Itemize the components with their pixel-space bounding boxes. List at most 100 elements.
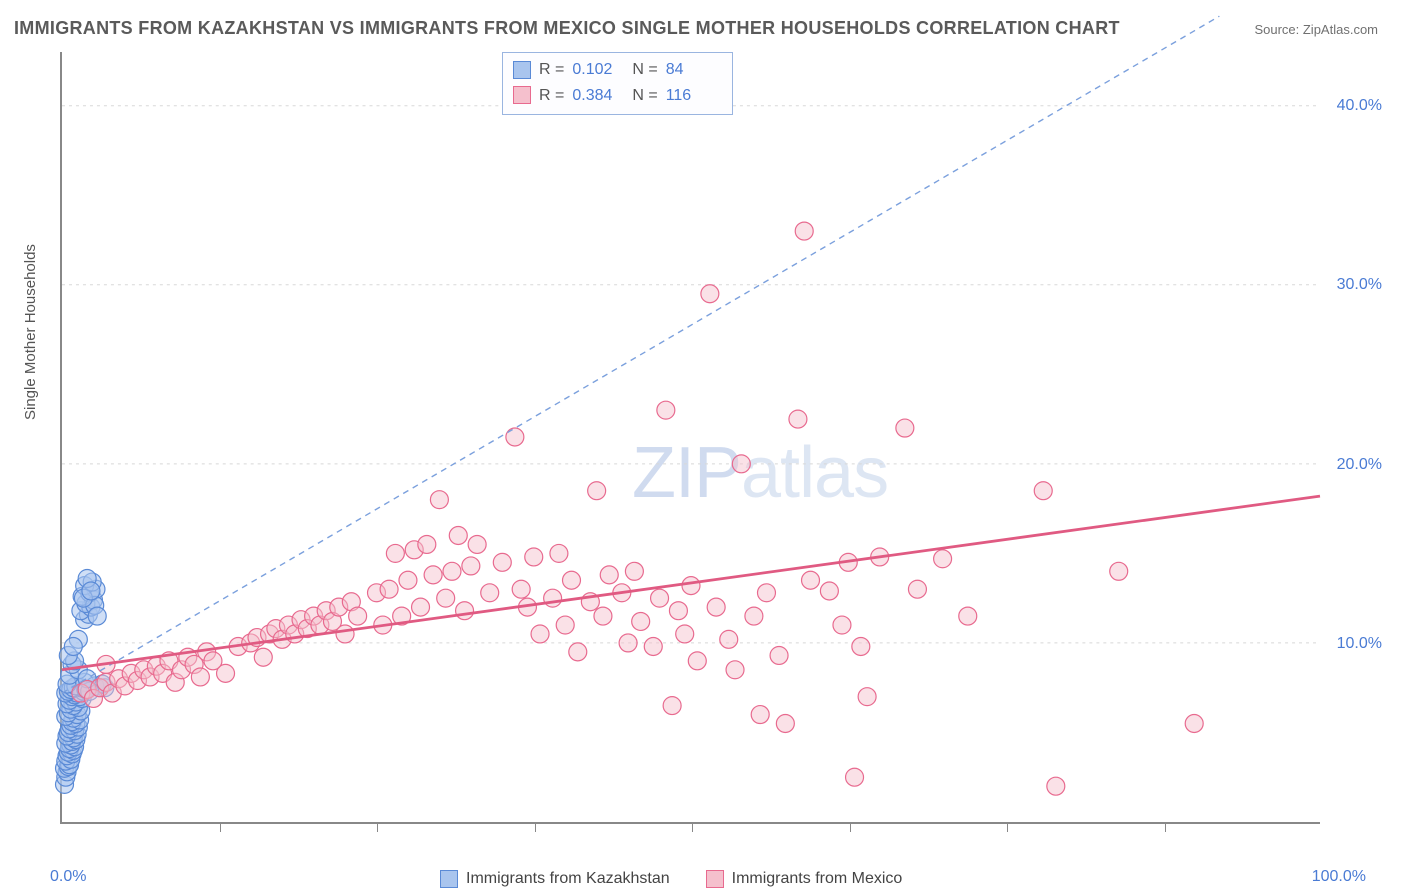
- x-tick: [850, 822, 851, 832]
- data-point: [336, 625, 354, 643]
- data-point: [682, 577, 700, 595]
- data-point: [669, 602, 687, 620]
- source-label: Source: ZipAtlas.com: [1254, 22, 1378, 37]
- data-point: [908, 580, 926, 598]
- chart-title: IMMIGRANTS FROM KAZAKHSTAN VS IMMIGRANTS…: [14, 18, 1120, 39]
- data-point: [726, 661, 744, 679]
- data-point: [632, 612, 650, 630]
- data-point: [64, 638, 82, 656]
- data-point: [1185, 715, 1203, 733]
- stat-n-label: N =: [632, 83, 657, 109]
- data-point: [644, 638, 662, 656]
- data-point: [701, 285, 719, 303]
- data-point: [959, 607, 977, 625]
- stat-r-blue: 0.102: [572, 57, 624, 83]
- y-tick-label: 40.0%: [1337, 97, 1382, 115]
- stat-n-blue: 84: [666, 57, 718, 83]
- data-point: [745, 607, 763, 625]
- data-point: [732, 455, 750, 473]
- data-point: [386, 544, 404, 562]
- data-point: [468, 535, 486, 553]
- data-point: [204, 652, 222, 670]
- data-point: [443, 562, 461, 580]
- data-point: [757, 584, 775, 602]
- data-point: [770, 646, 788, 664]
- trend-line: [62, 16, 1219, 693]
- data-point: [846, 768, 864, 786]
- x-tick: [692, 822, 693, 832]
- data-point: [657, 401, 675, 419]
- swatch-blue-icon: [440, 870, 458, 888]
- data-point: [852, 638, 870, 656]
- data-point: [707, 598, 725, 616]
- data-point: [399, 571, 417, 589]
- chart-svg: [62, 52, 1320, 822]
- data-point: [600, 566, 618, 584]
- data-point: [254, 648, 272, 666]
- data-point: [802, 571, 820, 589]
- legend-item-blue: Immigrants from Kazakhstan: [440, 870, 670, 888]
- data-point: [676, 625, 694, 643]
- data-point: [462, 557, 480, 575]
- data-point: [493, 553, 511, 571]
- data-point: [456, 602, 474, 620]
- data-point: [1047, 777, 1065, 795]
- data-point: [525, 548, 543, 566]
- data-point: [594, 607, 612, 625]
- data-point: [418, 535, 436, 553]
- data-point: [544, 589, 562, 607]
- x-tick: [377, 822, 378, 832]
- data-point: [531, 625, 549, 643]
- x-tick: [535, 822, 536, 832]
- stat-n-pink: 116: [666, 83, 718, 109]
- data-point: [481, 584, 499, 602]
- x-max-label: 100.0%: [1312, 868, 1366, 886]
- data-point: [795, 222, 813, 240]
- data-point: [934, 550, 952, 568]
- stat-row-blue: R = 0.102 N = 84: [513, 57, 718, 83]
- legend-label-blue: Immigrants from Kazakhstan: [466, 870, 670, 888]
- data-point: [896, 419, 914, 437]
- data-point: [380, 580, 398, 598]
- data-point: [820, 582, 838, 600]
- stat-row-pink: R = 0.384 N = 116: [513, 83, 718, 109]
- x-tick: [220, 822, 221, 832]
- data-point: [1110, 562, 1128, 580]
- x-tick: [1165, 822, 1166, 832]
- stat-box: R = 0.102 N = 84 R = 0.384 N = 116: [502, 52, 733, 115]
- data-point: [412, 598, 430, 616]
- data-point: [663, 697, 681, 715]
- data-point: [191, 668, 209, 686]
- data-point: [688, 652, 706, 670]
- data-point: [651, 589, 669, 607]
- data-point: [751, 706, 769, 724]
- data-point: [424, 566, 442, 584]
- stat-r-label: R =: [539, 57, 564, 83]
- data-point: [449, 527, 467, 545]
- data-point: [569, 643, 587, 661]
- swatch-pink-icon: [513, 86, 531, 104]
- swatch-blue-icon: [513, 61, 531, 79]
- stat-r-label: R =: [539, 83, 564, 109]
- data-point: [619, 634, 637, 652]
- bottom-legend: Immigrants from Kazakhstan Immigrants fr…: [440, 870, 902, 888]
- data-point: [563, 571, 581, 589]
- data-point: [858, 688, 876, 706]
- legend-item-pink: Immigrants from Mexico: [706, 870, 903, 888]
- trend-line: [62, 496, 1320, 670]
- data-point: [833, 616, 851, 634]
- y-tick-label: 10.0%: [1337, 635, 1382, 653]
- data-point: [625, 562, 643, 580]
- data-point: [720, 630, 738, 648]
- x-min-label: 0.0%: [50, 868, 86, 886]
- legend-label-pink: Immigrants from Mexico: [732, 870, 903, 888]
- data-point: [349, 607, 367, 625]
- y-tick-label: 20.0%: [1337, 456, 1382, 474]
- y-axis-label: Single Mother Households: [22, 244, 39, 420]
- data-point: [430, 491, 448, 509]
- stat-n-label: N =: [632, 57, 657, 83]
- y-tick-label: 30.0%: [1337, 276, 1382, 294]
- x-tick: [1007, 822, 1008, 832]
- data-point: [437, 589, 455, 607]
- data-point: [1034, 482, 1052, 500]
